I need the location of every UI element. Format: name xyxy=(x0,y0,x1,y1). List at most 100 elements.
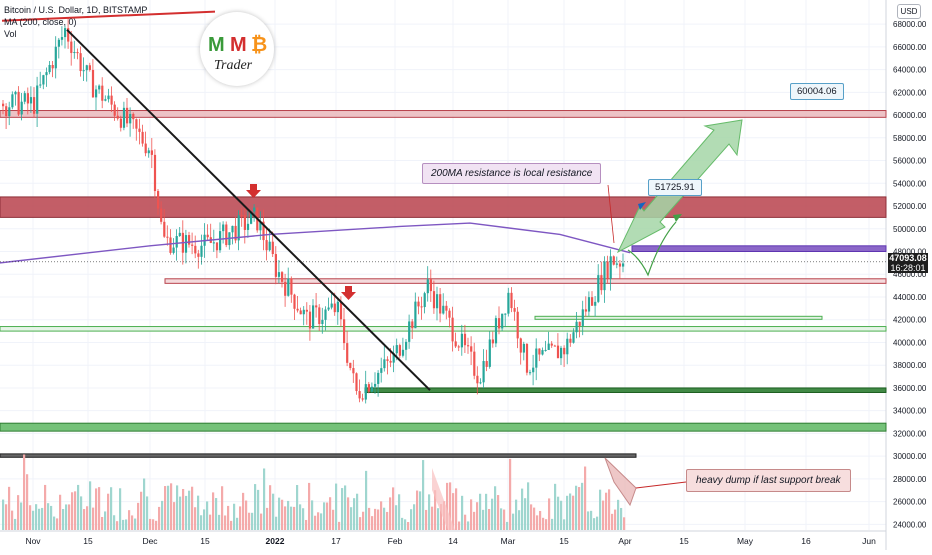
volume-bar xyxy=(578,487,581,530)
volume-bar xyxy=(590,510,593,530)
candle-body xyxy=(194,245,197,254)
candle-body xyxy=(197,253,200,257)
volume-bar xyxy=(146,496,149,530)
candle-body xyxy=(618,263,622,267)
volume-bar xyxy=(386,511,389,530)
volume-bar xyxy=(536,515,539,530)
candle-body xyxy=(504,313,507,315)
volume-bar xyxy=(473,511,476,530)
volume-bar xyxy=(71,492,74,530)
volume-bar xyxy=(428,494,431,530)
resistance-note[interactable]: 200MA resistance is local resistance xyxy=(422,163,602,184)
candle-body xyxy=(615,263,618,265)
volume-bar xyxy=(491,498,494,530)
volume-bar xyxy=(419,491,422,530)
candle-body xyxy=(355,373,358,392)
price-axis-label: 62000.00 xyxy=(893,88,927,97)
volume-bar xyxy=(173,502,176,530)
volume-bar xyxy=(377,509,380,530)
candle-body xyxy=(380,368,383,373)
dump-note[interactable]: heavy dump if last support break xyxy=(686,469,851,492)
candle-body xyxy=(312,305,315,329)
candle-body xyxy=(14,91,17,95)
candle-body xyxy=(510,292,513,309)
currency-button[interactable]: USD xyxy=(897,4,921,19)
logo-trader: Trader xyxy=(214,58,253,73)
volume-bar xyxy=(92,507,95,530)
legend-symbol: Bitcoin / U.S. Dollar, 1D, BITSTAMP xyxy=(4,5,148,15)
volume-bar xyxy=(140,491,143,530)
volume-bar xyxy=(128,510,131,530)
volume-bar xyxy=(62,509,65,530)
candle-body xyxy=(460,333,463,348)
volume-bar xyxy=(26,474,29,530)
candle-body xyxy=(219,231,222,251)
ma200-line xyxy=(0,222,631,264)
candle-body xyxy=(98,85,101,90)
candle-body xyxy=(296,308,299,311)
candle-body xyxy=(594,301,597,306)
volume-bar xyxy=(143,478,146,530)
volume-bar xyxy=(452,493,455,530)
volume-bar xyxy=(611,513,614,530)
volume-bar xyxy=(209,514,212,530)
volume-bar xyxy=(89,481,92,530)
candle-body xyxy=(482,361,485,383)
volume-bar xyxy=(623,517,626,530)
time-axis-label: Dec xyxy=(142,536,158,546)
volume-bar xyxy=(287,500,290,530)
volume-bar xyxy=(314,515,317,530)
candle-body xyxy=(178,232,181,237)
volume-bar xyxy=(542,517,545,530)
candle-body xyxy=(569,338,572,343)
volume-bar xyxy=(59,494,62,530)
candle-body xyxy=(293,294,296,309)
volume-bar xyxy=(593,518,596,530)
volume-bar xyxy=(407,521,410,530)
candle-body xyxy=(395,345,398,354)
price-axis-label: 44000.00 xyxy=(893,293,927,302)
volume-bar xyxy=(272,493,275,530)
candle-body xyxy=(333,303,336,313)
volume-bar xyxy=(230,520,233,530)
volume-bar xyxy=(50,505,53,530)
volume-bar xyxy=(356,493,359,530)
volume-bar xyxy=(260,513,263,530)
volume-bar xyxy=(521,488,524,530)
volume-bar xyxy=(437,508,440,530)
candle-body xyxy=(454,341,457,347)
volume-bar xyxy=(368,507,371,530)
candle-body xyxy=(439,294,442,314)
volume-bar xyxy=(548,498,551,530)
candle-body xyxy=(525,343,529,373)
down-arrow-marker xyxy=(246,184,261,198)
volume-bar xyxy=(470,499,473,530)
target-callout-high[interactable]: 60004.06 xyxy=(790,83,844,100)
target-callout-mid[interactable]: 51725.91 xyxy=(648,179,702,196)
candle-body xyxy=(451,317,454,342)
candle-body xyxy=(234,225,237,241)
candle-body xyxy=(250,211,253,224)
volume-bar xyxy=(500,508,503,530)
candle-body xyxy=(538,348,541,355)
candle-body xyxy=(240,215,243,217)
candle-body xyxy=(519,338,522,353)
volume-bar xyxy=(164,486,167,530)
volume-bar xyxy=(497,495,500,530)
candle-body xyxy=(54,46,57,69)
candle-body xyxy=(39,84,42,86)
candle-body xyxy=(70,41,73,54)
price-axis-label: 54000.00 xyxy=(893,179,927,188)
volume-bar xyxy=(215,498,218,530)
dump-line-30k xyxy=(0,453,637,458)
volume-bar xyxy=(332,509,335,530)
candle-body xyxy=(327,307,330,310)
volume-bar xyxy=(248,512,251,530)
time-axis-label: Mar xyxy=(501,536,516,546)
bitcoin-icon: ₿ xyxy=(251,34,268,56)
volume-bar xyxy=(44,484,47,530)
logo-m1: M xyxy=(208,34,225,56)
volume-bar xyxy=(620,507,623,530)
dump-arrow xyxy=(432,468,455,530)
